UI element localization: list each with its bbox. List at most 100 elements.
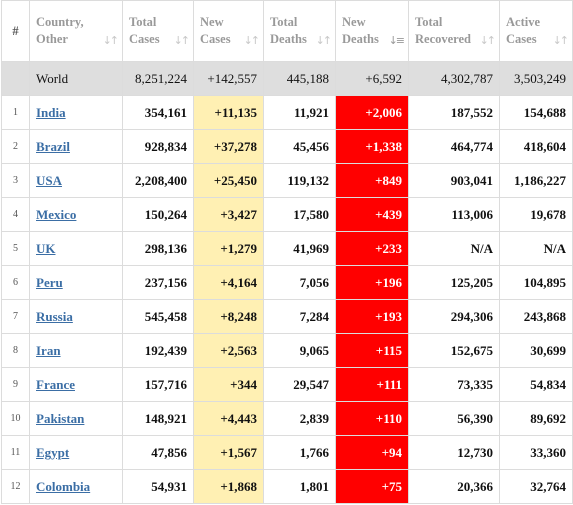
active-cases-header[interactable]: Active Cases ↓↑ — [499, 0, 573, 62]
total-recovered-cell: N/A — [408, 231, 500, 266]
total-cases-cell: 148,921 — [122, 401, 194, 436]
country-cell: France — [29, 367, 123, 402]
rank-cell: 4 — [1, 197, 30, 232]
country-link[interactable]: USA — [36, 172, 63, 188]
active-cases-cell: 19,678 — [499, 197, 573, 232]
total-recovered-cell: 20,366 — [408, 469, 500, 504]
new-deaths-cell: +193 — [335, 299, 409, 334]
sort-descending-icon[interactable]: ↓≡ — [388, 34, 406, 47]
country-cell: Mexico — [29, 197, 123, 232]
sort-arrows-icon[interactable]: ↓↑ — [243, 34, 261, 47]
total-recovered-cell: 12,730 — [408, 435, 500, 470]
total-deaths-cell: 45,456 — [263, 129, 336, 164]
sort-arrows-icon[interactable]: ↓↑ — [102, 34, 120, 47]
new-cases-cell: +11,135 — [193, 95, 264, 130]
total-deaths-cell: 11,921 — [263, 95, 336, 130]
total-deaths-header[interactable]: Total Deaths ↓↑ — [263, 0, 336, 62]
world-new-cases: +142,557 — [193, 61, 264, 96]
total-recovered-cell: 464,774 — [408, 129, 500, 164]
active-cases-cell: 243,868 — [499, 299, 573, 334]
total-deaths-cell: 41,969 — [263, 231, 336, 266]
new-cases-cell: +37,278 — [193, 129, 264, 164]
active-cases-cell: N/A — [499, 231, 573, 266]
country-row: 6 Peru 237,156 +4,164 7,056 +196 125,205… — [1, 265, 573, 300]
new-cases-cell: +25,450 — [193, 163, 264, 198]
country-link[interactable]: France — [36, 376, 75, 392]
active-cases-header-line1: Active — [506, 15, 541, 29]
country-link[interactable]: Pakistan — [36, 410, 85, 426]
total-recovered-header-line2: Recovered — [415, 32, 471, 46]
total-cases-cell: 298,136 — [122, 231, 194, 266]
rank-header-label: # — [12, 23, 19, 38]
country-header-line1: Country, — [36, 15, 84, 29]
total-recovered-header-line1: Total — [415, 15, 443, 29]
world-total-deaths: 445,188 — [263, 61, 336, 96]
active-cases-cell: 89,692 — [499, 401, 573, 436]
table-body: World 8,251,224 +142,557 445,188 +6,592 … — [1, 61, 573, 504]
country-link[interactable]: India — [36, 104, 66, 120]
country-link[interactable]: Peru — [36, 274, 63, 290]
country-cell: UK — [29, 231, 123, 266]
total-cases-cell: 54,931 — [122, 469, 194, 504]
new-cases-header[interactable]: New Cases ↓↑ — [193, 0, 264, 62]
country-link[interactable]: Iran — [36, 342, 61, 358]
rank-cell: 7 — [1, 299, 30, 334]
total-recovered-header[interactable]: Total Recovered ↓↑ — [408, 0, 500, 62]
country-cell: Pakistan — [29, 401, 123, 436]
new-cases-cell: +1,567 — [193, 435, 264, 470]
total-cases-cell: 354,161 — [122, 95, 194, 130]
country-link[interactable]: Brazil — [36, 138, 70, 154]
new-cases-cell: +2,563 — [193, 333, 264, 368]
country-cell: Iran — [29, 333, 123, 368]
country-row: 8 Iran 192,439 +2,563 9,065 +115 152,675… — [1, 333, 573, 368]
country-cell: Brazil — [29, 129, 123, 164]
total-deaths-cell: 29,547 — [263, 367, 336, 402]
new-cases-cell: +8,248 — [193, 299, 264, 334]
country-header[interactable]: Country, Other ↓↑ — [29, 0, 123, 62]
country-row: 4 Mexico 150,264 +3,427 17,580 +439 113,… — [1, 197, 573, 232]
country-link[interactable]: Russia — [36, 308, 73, 324]
active-cases-cell: 104,895 — [499, 265, 573, 300]
new-cases-cell: +3,427 — [193, 197, 264, 232]
rank-header[interactable]: # — [1, 0, 30, 62]
sort-arrows-icon[interactable]: ↓↑ — [552, 34, 570, 47]
rank-cell: 12 — [1, 469, 30, 504]
world-total-cases: 8,251,224 — [122, 61, 194, 96]
rank-cell: 6 — [1, 265, 30, 300]
rank-cell: 1 — [1, 95, 30, 130]
total-deaths-cell: 9,065 — [263, 333, 336, 368]
new-deaths-cell: +233 — [335, 231, 409, 266]
total-deaths-header-line2: Deaths — [270, 32, 307, 46]
rank-cell: 2 — [1, 129, 30, 164]
new-cases-cell: +4,164 — [193, 265, 264, 300]
country-row: 11 Egypt 47,856 +1,567 1,766 +94 12,730 … — [1, 435, 573, 470]
new-cases-cell: +4,443 — [193, 401, 264, 436]
new-deaths-cell: +196 — [335, 265, 409, 300]
country-link[interactable]: Colombia — [36, 478, 91, 494]
total-recovered-cell: 903,041 — [408, 163, 500, 198]
total-cases-header[interactable]: Total Cases ↓↑ — [122, 0, 194, 62]
country-link[interactable]: Egypt — [36, 444, 70, 460]
new-cases-cell: +344 — [193, 367, 264, 402]
rank-cell: 10 — [1, 401, 30, 436]
sort-arrows-icon[interactable]: ↓↑ — [173, 34, 191, 47]
total-deaths-cell: 17,580 — [263, 197, 336, 232]
sort-arrows-icon[interactable]: ↓↑ — [479, 34, 497, 47]
country-row: 2 Brazil 928,834 +37,278 45,456 +1,338 4… — [1, 129, 573, 164]
country-link[interactable]: UK — [36, 240, 56, 256]
total-deaths-header-line1: Total — [270, 15, 298, 29]
total-deaths-cell: 7,056 — [263, 265, 336, 300]
total-cases-cell: 2,208,400 — [122, 163, 194, 198]
total-cases-cell: 192,439 — [122, 333, 194, 368]
new-deaths-header-line2: Deaths — [342, 32, 379, 46]
total-cases-header-line2: Cases — [129, 32, 160, 46]
header-row: # Country, Other ↓↑ Total Cases ↓↑ New C… — [1, 0, 573, 62]
sort-arrows-icon[interactable]: ↓↑ — [315, 34, 333, 47]
new-deaths-header[interactable]: New Deaths ↓≡ — [335, 0, 409, 62]
new-deaths-cell: +849 — [335, 163, 409, 198]
total-recovered-cell: 125,205 — [408, 265, 500, 300]
new-cases-cell: +1,279 — [193, 231, 264, 266]
new-deaths-cell: +75 — [335, 469, 409, 504]
country-link[interactable]: Mexico — [36, 206, 77, 222]
